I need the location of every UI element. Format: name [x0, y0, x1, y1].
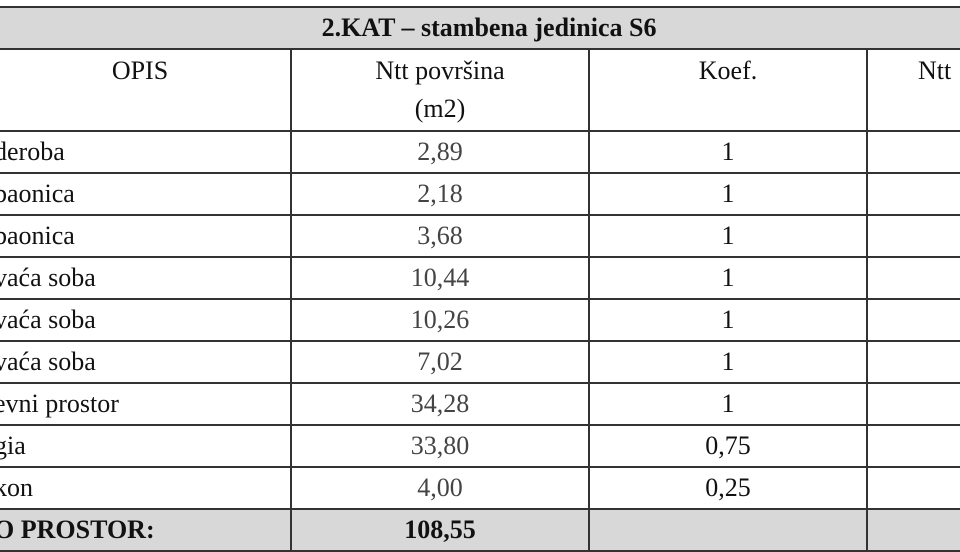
cell-ntt — [865, 340, 960, 384]
cell-area: 4,00 — [290, 466, 590, 510]
cell-koef: 1 — [588, 172, 868, 216]
cell-opis: deroba — [0, 130, 292, 174]
table-row: deroba 2,89 1 — [0, 130, 960, 174]
cell-area: 3,68 — [290, 214, 590, 258]
cell-opis: evni prostor — [0, 382, 292, 426]
table-row: evni prostor 34,28 1 — [0, 382, 960, 426]
cell-koef: 1 — [588, 298, 868, 342]
cell-ntt — [865, 298, 960, 342]
cell-koef: 1 — [588, 130, 868, 174]
cell-area: 10,44 — [290, 256, 590, 300]
cell-koef: 1 — [588, 382, 868, 426]
header-opis-label: OPIS — [111, 56, 169, 85]
table-row: vaća soba 10,26 1 — [0, 298, 960, 342]
table-row: vaća soba 7,02 1 — [0, 340, 960, 384]
cell-opis: vaća soba — [0, 256, 292, 300]
header-koef-label: Koef. — [698, 56, 758, 85]
cell-area: 10,26 — [290, 298, 590, 342]
total-value: 108,55 — [290, 508, 590, 552]
cell-opis: vaća soba — [0, 298, 292, 342]
header-koef: Koef. — [588, 48, 868, 132]
header-area-line1: Ntt površina — [375, 56, 505, 85]
cell-opis: vaća soba — [0, 340, 292, 384]
cell-opis: baonica — [0, 214, 292, 258]
cell-area: 2,89 — [290, 130, 590, 174]
area-table: 2.KAT – stambena jedinica S6 OPIS Ntt po… — [0, 6, 960, 552]
area-table-document: 2.KAT – stambena jedinica S6 OPIS Ntt po… — [0, 6, 960, 552]
cell-ntt — [865, 256, 960, 300]
table-row: kon 4,00 0,25 — [0, 466, 960, 510]
total-label: O PROSTOR: — [0, 508, 292, 552]
cell-koef: 1 — [588, 214, 868, 258]
table-row: baonica 3,68 1 — [0, 214, 960, 258]
total-row: O PROSTOR: 108,55 — [0, 508, 960, 552]
cell-area: 34,28 — [290, 382, 590, 426]
cell-koef: 1 — [588, 340, 868, 384]
cell-koef: 1 — [588, 256, 868, 300]
table-row: vaća soba 10,44 1 — [0, 256, 960, 300]
cell-opis: gia — [0, 424, 292, 468]
header-ntt: Ntt — [865, 48, 960, 132]
cell-ntt — [865, 466, 960, 510]
cell-opis: kon — [0, 466, 292, 510]
table-row: gia 33,80 0,75 — [0, 424, 960, 468]
table-row: baonica 2,18 1 — [0, 172, 960, 216]
cell-ntt — [865, 424, 960, 468]
total-koef-cell — [588, 508, 868, 552]
cell-area: 7,02 — [290, 340, 590, 384]
table-header-row: OPIS Ntt površina (m2) Koef. Ntt — [0, 48, 960, 132]
cell-area: 2,18 — [290, 172, 590, 216]
table-title-row: 2.KAT – stambena jedinica S6 — [0, 6, 960, 50]
cell-ntt — [865, 214, 960, 258]
header-area-line2: (m2) — [414, 94, 466, 123]
cell-koef: 0,75 — [588, 424, 868, 468]
cell-opis: baonica — [0, 172, 292, 216]
cell-ntt — [865, 172, 960, 216]
cell-koef: 0,25 — [588, 466, 868, 510]
header-opis: OPIS — [0, 48, 292, 132]
header-ntt-label: Ntt — [918, 56, 952, 85]
cell-area: 33,80 — [290, 424, 590, 468]
cell-ntt — [865, 130, 960, 174]
table-title: 2.KAT – stambena jedinica S6 — [0, 6, 960, 50]
cell-ntt — [865, 382, 960, 426]
header-area: Ntt površina (m2) — [290, 48, 590, 132]
total-ntt-cell — [865, 508, 960, 552]
